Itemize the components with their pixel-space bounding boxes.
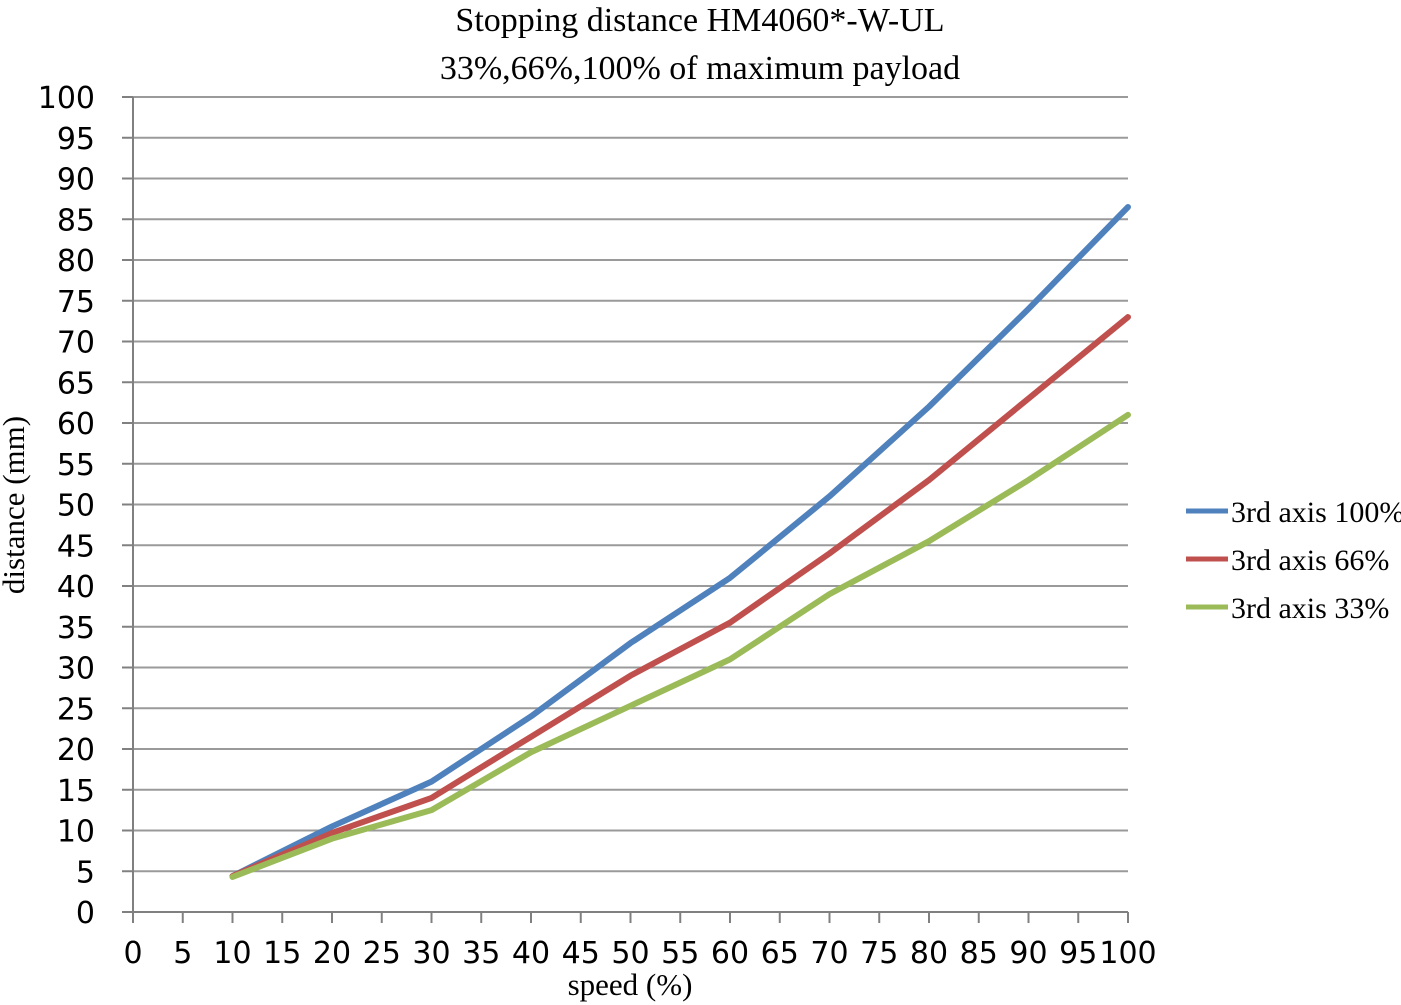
x-tick-label-20: 20 xyxy=(313,936,351,971)
y-tick-labels: 0 5 10 15 20 25 30 35 40 45 50 55 60 65 70 75 80 85 90 95 10… xyxy=(38,81,95,931)
x-tick-label-55: 55 xyxy=(661,936,699,971)
x-tick-label-95: 95 xyxy=(1059,936,1097,971)
y-tick-label-65: 65 xyxy=(57,366,95,401)
series-line-3rd-axis-33 xyxy=(229,411,1131,880)
x-tick-label-5: 5 xyxy=(173,936,192,971)
x-tick-label-30: 30 xyxy=(412,936,450,971)
x-tick-label-80: 80 xyxy=(910,936,948,971)
x-tick-label-60: 60 xyxy=(711,936,749,971)
series-lines xyxy=(229,204,1131,880)
x-tick-label-70: 70 xyxy=(810,936,848,971)
x-tick-label-15: 15 xyxy=(263,936,301,971)
legend-item-100: 3rd axis 100% xyxy=(1186,496,1401,529)
legend-item-33: 3rd axis 33% xyxy=(1186,592,1389,625)
y-tick-label-50: 50 xyxy=(57,489,95,524)
series-line-3rd-axis-66 xyxy=(229,314,1131,880)
x-tick-label-25: 25 xyxy=(363,936,401,971)
x-tick-labels: 0 5 10 15 20 25 30 35 40 45 50 55 60 65 70 75 80 85 90 95 10… xyxy=(123,936,1156,971)
legend-label-66: 3rd axis 66% xyxy=(1231,544,1389,577)
x-axis-label: speed (%) xyxy=(568,967,693,1002)
y-tick-label-0: 0 xyxy=(76,896,95,931)
y-tick-label-20: 20 xyxy=(57,733,95,768)
x-tick-label-45: 45 xyxy=(562,936,600,971)
y-tick-label-80: 80 xyxy=(57,244,95,279)
x-tick-label-0: 0 xyxy=(123,936,142,971)
x-tick-label-35: 35 xyxy=(462,936,500,971)
y-tick-label-5: 5 xyxy=(76,855,95,890)
chart-subtitle: 33%,66%,100% of maximum payload xyxy=(440,50,960,87)
x-tick-label-75: 75 xyxy=(860,936,898,971)
y-axis-label: distance (mm) xyxy=(0,416,31,594)
legend-item-66: 3rd axis 66% xyxy=(1186,544,1389,577)
chart-title: Stopping distance HM4060*-W-UL xyxy=(455,2,944,39)
x-tick-label-90: 90 xyxy=(1009,936,1047,971)
x-tick-label-65: 65 xyxy=(761,936,799,971)
y-tick-label-55: 55 xyxy=(57,448,95,483)
y-tick-label-90: 90 xyxy=(57,163,95,198)
y-tick-label-15: 15 xyxy=(57,774,95,809)
y-tick-label-30: 30 xyxy=(57,652,95,687)
y-tick-label-40: 40 xyxy=(57,570,95,605)
series-line-3rd-axis-100 xyxy=(229,204,1131,880)
y-tick-label-10: 10 xyxy=(57,815,95,850)
y-tick-label-75: 75 xyxy=(57,285,95,320)
x-tick-label-10: 10 xyxy=(213,936,251,971)
axis-ticks xyxy=(122,96,1129,923)
y-tick-label-60: 60 xyxy=(57,407,95,442)
x-tick-label-100: 100 xyxy=(1099,936,1156,971)
legend-label-33: 3rd axis 33% xyxy=(1231,592,1389,625)
y-tick-label-85: 85 xyxy=(57,203,95,238)
legend-label-100: 3rd axis 100% xyxy=(1231,496,1401,529)
y-tick-label-100: 100 xyxy=(38,81,95,116)
y-tick-label-95: 95 xyxy=(57,122,95,157)
x-tick-label-40: 40 xyxy=(512,936,550,971)
gridlines xyxy=(133,96,1128,873)
y-tick-label-70: 70 xyxy=(57,326,95,361)
y-tick-label-25: 25 xyxy=(57,692,95,727)
x-tick-label-50: 50 xyxy=(611,936,649,971)
legend: 3rd axis 100% 3rd axis 66% 3rd axis 33% xyxy=(1186,496,1401,625)
y-tick-label-45: 45 xyxy=(57,529,95,564)
axis-lines xyxy=(122,97,1128,923)
x-tick-label-85: 85 xyxy=(960,936,998,971)
y-tick-label-35: 35 xyxy=(57,611,95,646)
